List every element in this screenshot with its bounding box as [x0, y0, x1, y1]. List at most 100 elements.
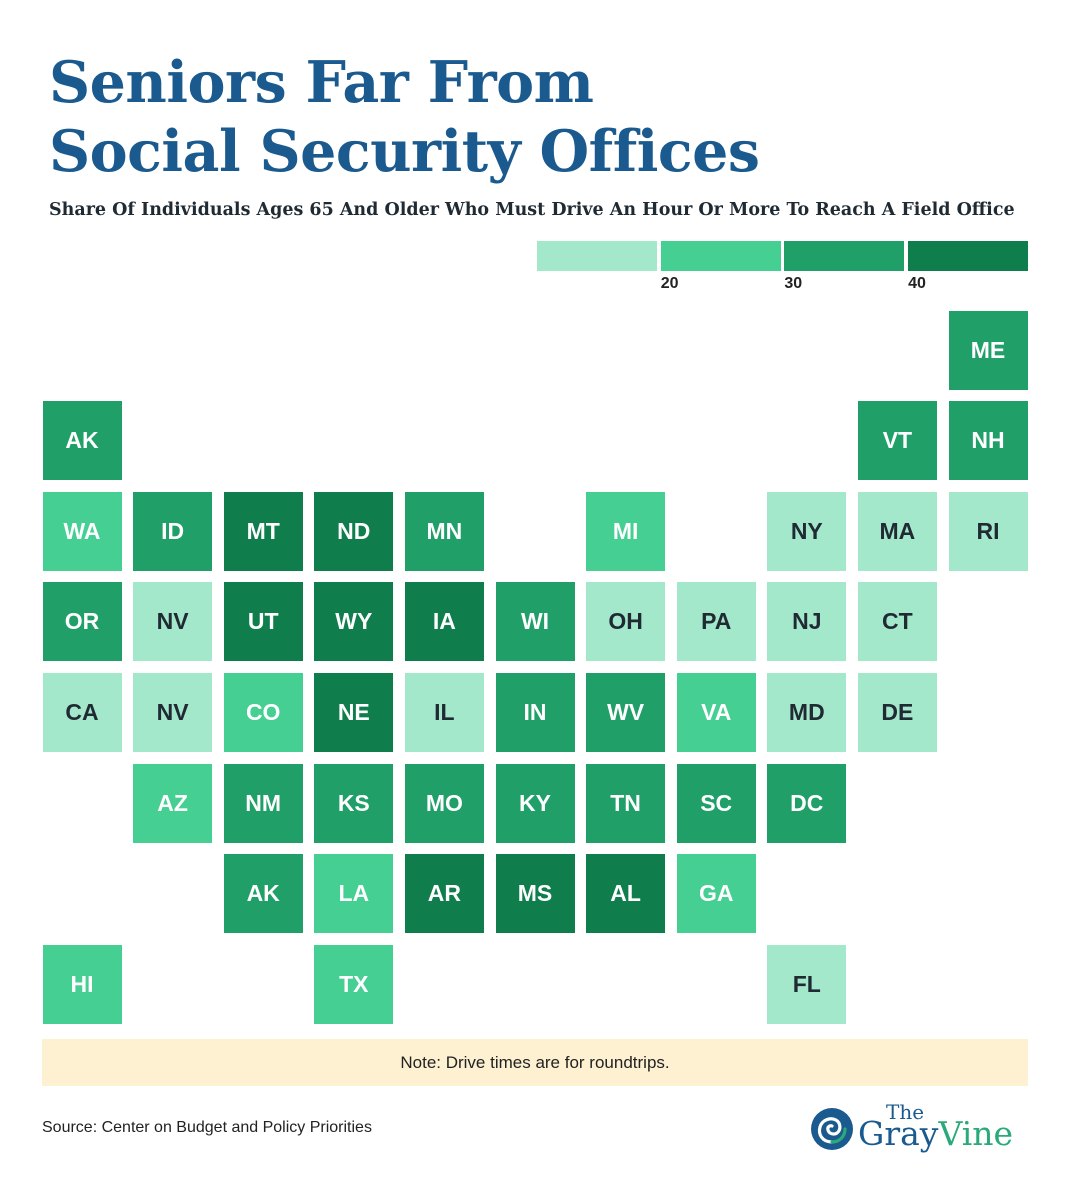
state-tile-or: OR: [42, 582, 122, 662]
state-tile-ia: IA: [404, 582, 484, 662]
state-tile-co: CO: [223, 672, 303, 752]
state-tile-mn: MN: [404, 491, 484, 571]
state-tile-wa: WA: [42, 491, 122, 571]
legend-swatch-0: [537, 241, 657, 271]
state-tile-tn: TN: [586, 763, 666, 843]
state-tile-label: PA: [701, 608, 732, 635]
state-tile-label: CA: [65, 698, 99, 725]
state-tile-label: OH: [608, 608, 643, 635]
state-tile-de: DE: [857, 672, 937, 752]
state-tile-label: WI: [520, 608, 550, 635]
state-tile-label: ID: [161, 517, 185, 544]
state-tile-nh: NH: [948, 401, 1028, 481]
state-tile-mt: MT: [223, 491, 303, 571]
title-line-2: Social Security Offices: [49, 118, 760, 185]
state-tile-nj: NJ: [767, 582, 847, 662]
legend-swatch-1: [660, 241, 781, 271]
state-tile-md: MD: [767, 672, 847, 752]
state-tile-id: ID: [133, 491, 213, 571]
state-tile-nm: NM: [223, 763, 303, 843]
state-tile-label: HI: [70, 970, 94, 997]
state-tile-label: WV: [607, 698, 645, 725]
legend-tick-label: 40: [908, 275, 926, 292]
state-tile-label: AL: [610, 880, 641, 907]
state-tile-label: AZ: [157, 789, 188, 816]
state-tile-label: TX: [339, 970, 369, 997]
state-tile-label: GA: [698, 880, 734, 907]
state-tile-ut: UT: [223, 582, 303, 662]
state-tile-va: VA: [676, 672, 756, 752]
legend-swatch-2: [784, 241, 905, 271]
state-tile-label: NE: [337, 698, 370, 725]
state-tile-label: IN: [523, 698, 547, 725]
state-tile-label: AK: [246, 880, 280, 907]
state-tile-label: MD: [788, 698, 825, 725]
state-tile-ca: CA: [42, 672, 122, 752]
state-tile-label: NV: [156, 608, 189, 635]
state-tile-sc: SC: [676, 763, 756, 843]
state-tile-vt: VT: [857, 401, 937, 481]
state-tile-label: AK: [65, 427, 99, 454]
state-tile-label: SC: [700, 789, 733, 816]
state-tile-label: KY: [519, 789, 551, 816]
state-tile-ar: AR: [404, 854, 484, 934]
state-tile-in: IN: [495, 672, 575, 752]
state-tile-label: WA: [63, 517, 101, 544]
state-tile-label: NM: [245, 789, 282, 816]
state-tile-label: IA: [432, 608, 456, 635]
logo-gray-text: Gray: [858, 1114, 939, 1153]
color-legend: 20 30 40: [537, 241, 1029, 301]
state-tile-label: AR: [427, 880, 461, 907]
state-tile-mo: MO: [404, 763, 484, 843]
state-tile-me: ME: [948, 310, 1028, 390]
logo-vine-text: Vine: [938, 1114, 1014, 1153]
state-tile-ny: NY: [767, 491, 847, 571]
state-tile-label: FL: [792, 970, 821, 997]
state-tile-wi: WI: [495, 582, 575, 662]
state-tile-label: OR: [64, 608, 100, 635]
state-tile-label: VT: [882, 427, 913, 454]
state-tile-label: NH: [971, 427, 1005, 454]
state-tile-dc: DC: [767, 763, 847, 843]
state-tile-nv: NV: [133, 672, 213, 752]
state-tile-il: IL: [404, 672, 484, 752]
state-tile-az: AZ: [133, 763, 213, 843]
state-tile-wv: WV: [586, 672, 666, 752]
state-tile-label: MT: [246, 517, 280, 544]
title-line-1: Seniors Far From: [49, 49, 594, 116]
legend-tick-label: 30: [784, 275, 803, 292]
state-tile-label: MN: [426, 517, 463, 544]
state-tile-label: TN: [610, 789, 641, 816]
state-tile-label: CT: [882, 608, 913, 635]
state-tile-label: UT: [247, 608, 279, 635]
state-tile-ri: RI: [948, 491, 1028, 571]
state-tile-label: KS: [337, 789, 370, 816]
legend-swatch-3: [908, 241, 1029, 271]
swirl-logo-icon: [811, 1108, 853, 1150]
state-tile-label: MO: [425, 789, 463, 816]
state-tile-hi: HI: [42, 944, 122, 1024]
state-tile-al: AL: [586, 854, 666, 934]
legend-tick-label: 20: [660, 275, 679, 292]
note-text: Note: Drive times are for roundtrips.: [400, 1052, 670, 1072]
state-tile-label: MI: [612, 517, 639, 544]
state-tile-ks: KS: [314, 763, 394, 843]
state-tile-tx: TX: [314, 944, 394, 1024]
state-tile-mi: MI: [586, 491, 666, 571]
state-tile-label: MS: [517, 880, 553, 907]
state-tile-pa: PA: [676, 582, 756, 662]
subtitle: Share Of Individuals Ages 65 And Older W…: [49, 200, 1015, 220]
logo-the-text: The: [886, 1100, 925, 1124]
state-tile-label: MA: [879, 517, 916, 544]
state-tile-ma: MA: [857, 491, 937, 571]
state-tile-label: NV: [156, 698, 189, 725]
state-tile-label: ND: [337, 517, 371, 544]
state-tile-ne: NE: [314, 672, 394, 752]
state-tile-wy: WY: [314, 582, 394, 662]
logo-name: GrayVine: [858, 1114, 1013, 1153]
state-tile-ak: AK: [42, 401, 122, 481]
state-tile-label: WY: [335, 608, 373, 635]
state-tile-ms: MS: [495, 854, 575, 934]
state-tile-label: IL: [434, 698, 455, 725]
state-tile-nd: ND: [314, 491, 394, 571]
